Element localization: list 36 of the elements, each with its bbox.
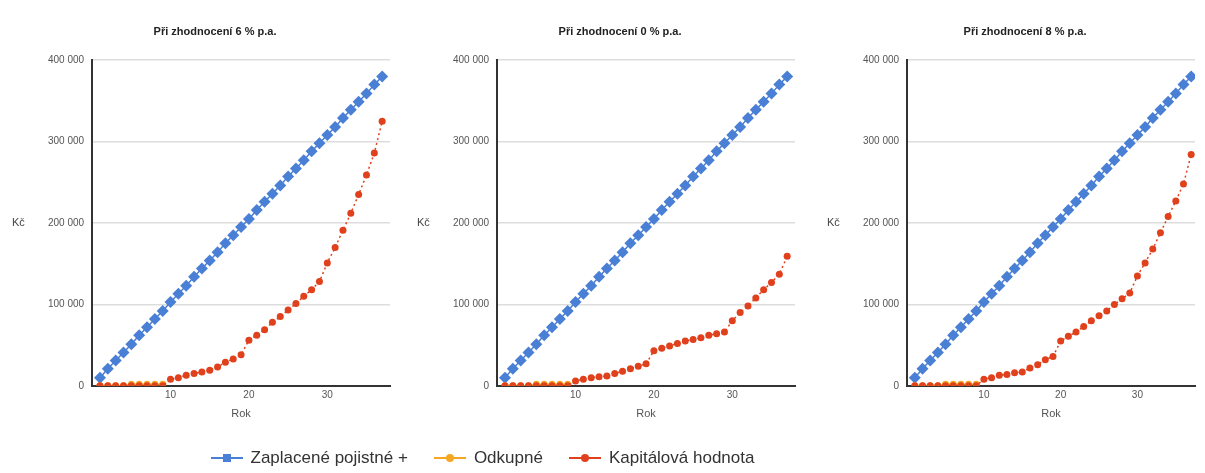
- y-tick-label: 400 000: [862, 53, 900, 65]
- y-axis-title: Kč: [417, 216, 431, 229]
- x-axis-title: Rok: [1041, 407, 1062, 420]
- chart-title: Při zhodnocení 6 % p.a.: [153, 24, 277, 37]
- legend-label: Odkupné: [473, 448, 543, 468]
- y-tick-label: 0: [78, 379, 85, 391]
- y-tick-label: 0: [893, 379, 900, 391]
- x-tick-label: 30: [321, 388, 334, 400]
- x-tick-label: 30: [1131, 388, 1144, 400]
- y-tick-label: 400 000: [452, 53, 490, 65]
- y-tick-label: 300 000: [47, 135, 85, 147]
- y-tick-label: 0: [483, 379, 490, 391]
- x-axis-title: Rok: [636, 407, 657, 420]
- y-tick-label: 200 000: [47, 216, 85, 228]
- x-tick-label: 20: [648, 388, 660, 400]
- y-tick-label: 300 000: [452, 135, 490, 147]
- x-axis-title: Rok: [231, 407, 252, 420]
- legend-label: Kapitálová hodnota: [608, 448, 755, 468]
- chart-title: Při zhodnocení 0 % p.a.: [558, 24, 682, 37]
- y-axis-title: Kč: [827, 216, 841, 229]
- y-tick-label: 100 000: [47, 298, 85, 310]
- y-tick-label: 400 000: [47, 53, 85, 65]
- x-tick-label: 20: [243, 388, 255, 400]
- y-tick-label: 200 000: [452, 216, 490, 228]
- y-axis-title: Kč: [12, 216, 26, 229]
- x-tick-label: 10: [164, 388, 177, 400]
- y-tick-label: 300 000: [862, 135, 900, 147]
- x-tick-label: 10: [978, 388, 990, 400]
- x-tick-label: 20: [1055, 388, 1067, 400]
- x-tick-label: 30: [726, 388, 739, 400]
- y-tick-label: 100 000: [862, 298, 900, 310]
- x-tick-label: 10: [569, 388, 582, 400]
- chart-title: Při zhodnocení 8 % p.a.: [963, 24, 1087, 37]
- legend-label: Zaplacené pojistné +: [250, 448, 408, 468]
- y-tick-label: 200 000: [862, 216, 900, 228]
- y-tick-label: 100 000: [452, 298, 490, 310]
